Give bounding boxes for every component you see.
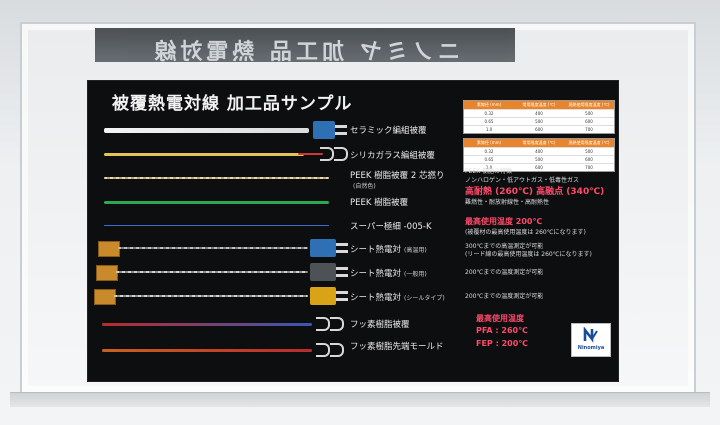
cable-sheet-high — [118, 247, 308, 249]
label-silica: シリカガラス編組被覆 — [350, 151, 435, 161]
table-row: 0.65 500 600 — [464, 117, 614, 125]
reflected-sign: ニノミヤ 加工品 熱電対線 — [95, 28, 515, 65]
board-title: 被覆熱電対線 加工品サンプル — [112, 94, 353, 114]
sheet-general-note: 200℃までの温度測定が可能 — [465, 269, 544, 276]
sample-board: 被覆熱電対線 加工品サンプル セラミック編組被覆 シリカガラス編組被覆 PEEK… — [87, 80, 619, 382]
sheet-seal-note: 200℃までの温度測定が可能 — [465, 293, 544, 300]
lug-fluoro-1 — [316, 317, 330, 331]
cable-ceramic — [104, 128, 309, 133]
sheet-general — [96, 265, 118, 281]
label-peek-twisted: PEEK 樹脂被覆 2 芯撚り (自然色) — [350, 171, 445, 190]
spec-table-1-header: 素線径 (mm) 常用限度温度 (℃) 過熱使用限度温度 (℃) — [464, 101, 614, 109]
peek-notes-line1: ノンハロゲン・低アウトガス・低毒性ガス — [465, 177, 580, 184]
lug-silica-2 — [334, 147, 348, 161]
sheet-high-note-1: 300℃までの高温測定が可能 — [465, 243, 544, 250]
label-fluoro: フッ素樹脂被覆 — [350, 320, 410, 330]
cable-peek-twisted — [104, 177, 329, 179]
sheet-seal — [94, 289, 116, 305]
display-case-base — [10, 392, 710, 407]
peek-notes-highlight: 高耐熱 (260℃) 高融点 (340℃) — [465, 187, 605, 197]
lug-fluoro-mold-2 — [330, 343, 344, 357]
table-row: 1.0 600 700 — [464, 125, 614, 133]
cable-silica — [104, 153, 304, 156]
ninomiya-logo-mark — [583, 327, 598, 343]
label-sheet-high: シート熱電対 (高温用) — [350, 245, 427, 255]
fluoro-notes-pfa: PFA : 260℃ — [476, 326, 528, 335]
cable-fluoro-mold — [102, 349, 312, 352]
connector-sheet-seal — [310, 287, 348, 305]
sheet-high-temp — [98, 241, 120, 257]
fluoro-notes-heading: 最高使用温度 — [476, 314, 524, 323]
label-peek: PEEK 樹脂被覆 — [350, 198, 409, 208]
label-sheet-general: シート熱電対 (一般用) — [350, 269, 427, 279]
label-ceramic: セラミック編組被覆 — [350, 126, 427, 136]
table-row: 0.32 400 500 — [464, 147, 614, 155]
peek-notes-line3: 難燃性・耐放射線性・高耐熱性 — [465, 199, 550, 206]
lug-fluoro-mold-1 — [316, 343, 330, 357]
spec-tables: 素線径 (mm) 常用限度温度 (℃) 過熱使用限度温度 (℃) 0.32 400 50… — [463, 100, 615, 176]
cable-peek — [104, 201, 329, 204]
cable-sheet-seal — [114, 295, 308, 297]
super-notes-line: (被覆材の最高使用温度は 260℃になります) — [465, 229, 586, 236]
label-sheet-seal: シート熱電対 (シールタイプ) — [350, 293, 445, 303]
label-fluoro-mold: フッ素樹脂先端モールド — [350, 342, 444, 352]
spec-table-2-header: 素線径 (mm) 常用限度温度 (℃) 過熱使用限度温度 (℃) — [464, 139, 614, 147]
fluoro-notes-fep: FEP : 200℃ — [476, 339, 528, 348]
lug-silica-1 — [320, 147, 334, 161]
sheet-high-note-2: (リード線の最高使用温度は 260℃になります) — [465, 251, 592, 258]
cable-super-fine — [104, 225, 329, 226]
label-super-fine: スーパー極細 -005-K — [350, 222, 432, 232]
spec-table-1: 素線径 (mm) 常用限度温度 (℃) 過熱使用限度温度 (℃) 0.32 400 50… — [463, 100, 615, 134]
peek-notes-heading: PEEK 樹脂の特徴 — [465, 168, 513, 175]
table-row: 1.0 600 700 — [464, 163, 614, 171]
table-row: 0.32 400 500 — [464, 109, 614, 117]
cable-sheet-general — [116, 271, 308, 273]
table-row: 0.65 500 600 — [464, 155, 614, 163]
cable-fluoro — [102, 323, 312, 326]
reflected-sign-text: ニノミヤ 加工品 熱電対線 — [150, 40, 460, 65]
spec-table-2: 素線径 (mm) 常用限度温度 (℃) 過熱使用限度温度 (℃) 0.32 400 50… — [463, 138, 615, 172]
connector-sheet-general — [310, 263, 348, 281]
ninomiya-logo-text: Ninomiya — [577, 345, 605, 351]
ninomiya-logo: Ninomiya — [571, 323, 611, 357]
lug-fluoro-2 — [330, 317, 344, 331]
connector-sheet-high — [310, 239, 348, 257]
connector-ceramic — [313, 121, 347, 139]
cable-silica-leads — [298, 153, 323, 155]
super-notes-highlight: 最高使用温度 200℃ — [465, 217, 543, 226]
